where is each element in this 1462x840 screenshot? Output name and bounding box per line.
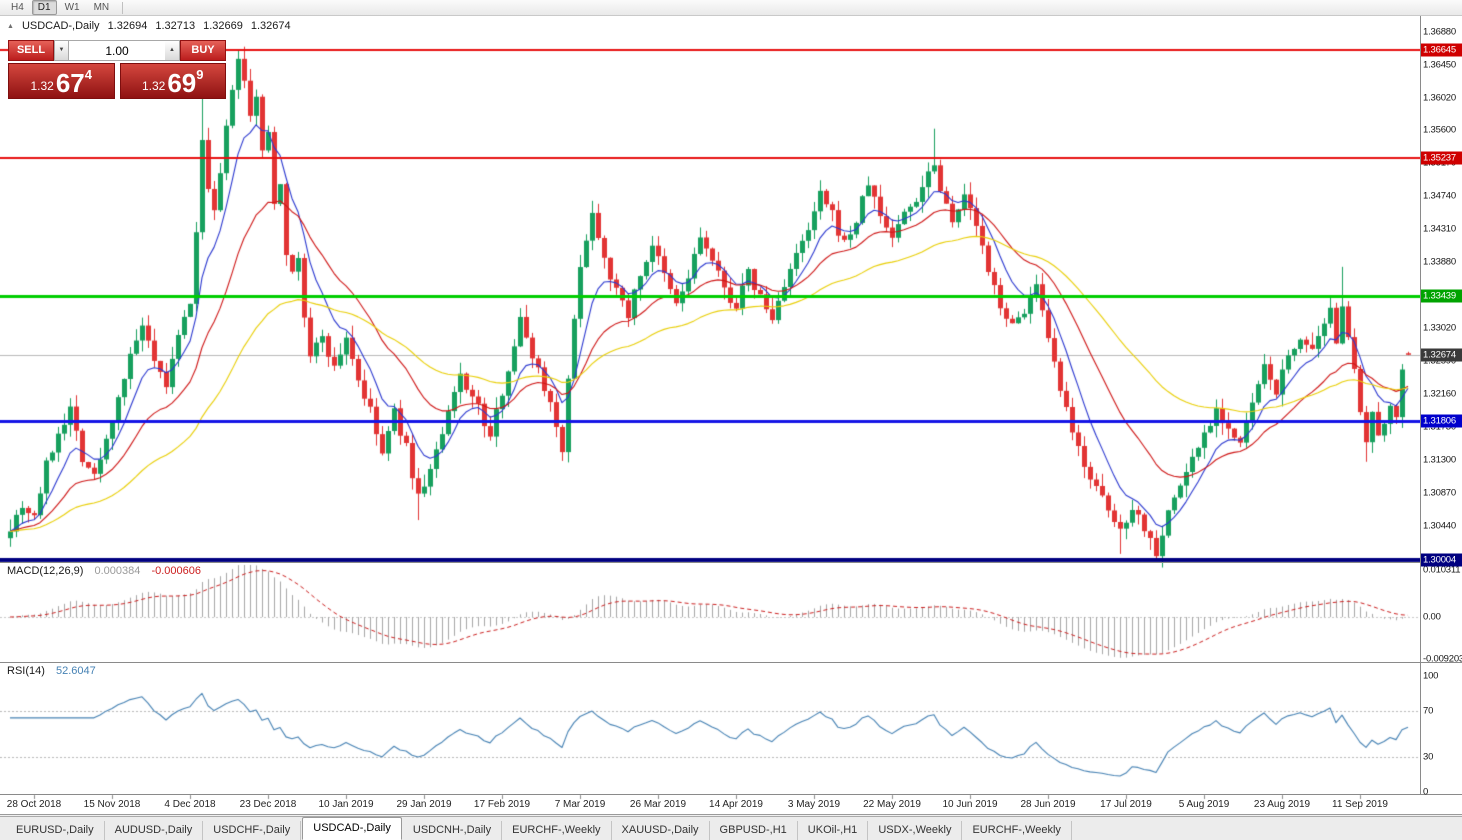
date-axis-label: 7 Mar 2019 <box>554 799 606 810</box>
level-price-badge: 1.33439 <box>1421 289 1462 303</box>
sell-price-main: 67 <box>55 68 85 98</box>
rsi-scale-label: 70 <box>1423 705 1434 717</box>
date-axis-label: 4 Dec 2018 <box>164 799 216 810</box>
price-scale-label: 1.36450 <box>1423 59 1456 71</box>
date-axis-label: 23 Dec 2018 <box>239 799 297 810</box>
macd-scale-label: 0.00 <box>1423 611 1441 623</box>
price-scale-label: 1.31300 <box>1423 454 1456 466</box>
chart-tab-eurusd-daily[interactable]: EURUSD-,Daily <box>6 821 105 840</box>
date-axis-label: 28 Jun 2019 <box>1020 799 1076 810</box>
chart-tab-eurchf-weekly[interactable]: EURCHF-,Weekly <box>502 821 612 840</box>
date-axis-divider <box>0 794 1462 795</box>
date-axis-label: 3 May 2019 <box>787 799 841 810</box>
date-axis-label: 26 Mar 2019 <box>629 799 687 810</box>
quote-high: 1.32713 <box>155 20 196 32</box>
volume-decrease-button[interactable]: ▼ <box>54 40 69 61</box>
period-button-mn[interactable]: MN <box>93 2 110 13</box>
price-scale-label: 1.34310 <box>1423 223 1456 235</box>
toolbar-separator <box>122 1 124 14</box>
rsi-scale-label: 30 <box>1423 751 1434 763</box>
date-axis-label: 10 Jan 2019 <box>318 799 374 810</box>
chart-tab-xauusd-daily[interactable]: XAUUSD-,Daily <box>612 821 710 840</box>
chart-canvas[interactable] <box>0 16 1420 814</box>
one-click-trading-panel: SELL ▼ ▲ BUY 1.32 67 4 1.32 69 9 <box>8 40 226 99</box>
chart-tab-usdchf-daily[interactable]: USDCHF-,Daily <box>203 821 302 840</box>
macd-scale-label: 0.010311 <box>1423 564 1461 576</box>
sell-price-prefix: 1.32 <box>30 79 54 93</box>
buy-price-pip: 9 <box>196 67 204 82</box>
date-axis-label: 17 Jul 2019 <box>1100 799 1152 810</box>
pane-divider-rsi[interactable] <box>0 662 1462 663</box>
buy-price-main: 69 <box>167 68 197 98</box>
price-scale-label: 1.33020 <box>1423 322 1456 334</box>
date-axis-label: 10 Jun 2019 <box>942 799 998 810</box>
price-scale-label: 1.36020 <box>1423 92 1456 104</box>
date-axis-label: 22 May 2019 <box>863 799 921 810</box>
price-scale-label: 1.35600 <box>1423 124 1456 136</box>
macd-scale-label: -0.009203 <box>1423 653 1462 665</box>
date-axis-label: 11 Sep 2019 <box>1332 799 1388 810</box>
quote-open: 1.32694 <box>107 20 148 32</box>
sell-price-pip: 4 <box>84 67 92 82</box>
period-button-d1[interactable]: D1 <box>31 0 57 15</box>
chart-tab-audusd-daily[interactable]: AUDUSD-,Daily <box>105 821 204 840</box>
level-price-badge: 1.30004 <box>1421 553 1462 567</box>
quote-low: 1.32669 <box>203 20 243 32</box>
period-button-h4[interactable]: H4 <box>11 2 24 13</box>
rsi-scale-label: 100 <box>1423 670 1439 682</box>
price-scale-label: 1.33880 <box>1423 256 1456 268</box>
macd-value: 0.000384 <box>94 565 141 577</box>
macd-signal-value: -0.000606 <box>151 565 201 577</box>
chart-window: ▲ USDCAD-,Daily 1.32694 1.32713 1.32669 … <box>0 16 1462 815</box>
collapse-chart-icon[interactable]: ▲ <box>7 22 14 30</box>
date-axis-label: 17 Feb 2019 <box>473 799 531 810</box>
buy-button[interactable]: BUY <box>180 40 226 61</box>
price-scale-divider <box>1420 16 1421 794</box>
chart-tab-gbpusd-h1[interactable]: GBPUSD-,H1 <box>710 821 798 840</box>
price-scale-label: 1.34740 <box>1423 190 1456 202</box>
date-axis-label: 14 Apr 2019 <box>709 799 763 810</box>
price-scale-label: 1.30440 <box>1423 520 1456 532</box>
rsi-value: 52.6047 <box>55 665 96 677</box>
chart-tab-usdcad-daily[interactable]: USDCAD-,Daily <box>302 817 402 840</box>
period-button-w1[interactable]: W1 <box>64 2 80 13</box>
level-price-badge: 1.31806 <box>1421 414 1462 428</box>
volume-increase-button[interactable]: ▲ <box>165 40 180 61</box>
quote-close: 1.32674 <box>250 20 291 32</box>
macd-header: MACD(12,26,9) 0.000384 -0.000606 <box>7 565 201 577</box>
pane-divider-macd[interactable] <box>0 562 1462 563</box>
level-price-badge: 1.35237 <box>1421 151 1462 165</box>
rsi-title: RSI(14) <box>7 665 45 677</box>
date-axis-label: 29 Jan 2019 <box>396 799 452 810</box>
one-click-controls-row: SELL ▼ ▲ BUY <box>8 40 226 61</box>
rsi-scale-label: 0 <box>1423 786 1429 798</box>
date-axis-label: 23 Aug 2019 <box>1253 799 1311 810</box>
level-price-badge: 1.36645 <box>1421 43 1462 57</box>
date-axis-label: 5 Aug 2019 <box>1178 799 1230 810</box>
period-toolbar: H4 D1 W1 MN <box>0 0 1462 16</box>
price-scale-label: 1.30870 <box>1423 487 1456 499</box>
chart-quote-header: ▲ USDCAD-,Daily 1.32694 1.32713 1.32669 … <box>7 20 291 32</box>
current-price-badge: 1.32674 <box>1421 348 1462 362</box>
rsi-header: RSI(14) 52.6047 <box>7 665 96 677</box>
buy-price-prefix: 1.32 <box>141 79 166 93</box>
buy-price-button[interactable]: 1.32 69 9 <box>119 63 226 99</box>
sell-button[interactable]: SELL <box>8 40 54 61</box>
chart-tab-ukoil-h1[interactable]: UKOil-,H1 <box>798 821 869 840</box>
chart-tab-usdx-weekly[interactable]: USDX-,Weekly <box>868 821 963 840</box>
one-click-prices-row: 1.32 67 4 1.32 69 9 <box>8 63 226 99</box>
chart-symbol-title: USDCAD-,Daily <box>21 20 100 32</box>
chart-tab-bar: EURUSD-,Daily AUDUSD-,Daily USDCHF-,Daily U… <box>0 816 1462 840</box>
sell-price-button[interactable]: 1.32 67 4 <box>8 63 115 99</box>
chart-tab-eurchf-weekly[interactable]: EURCHF-,Weekly <box>962 821 1072 840</box>
price-scale-label: 1.36880 <box>1423 26 1456 38</box>
chart-tab-usdcnh-daily[interactable]: USDCNH-,Daily <box>403 821 503 840</box>
date-axis-label: 28 Oct 2018 <box>6 799 62 810</box>
date-axis-label: 15 Nov 2018 <box>83 799 141 810</box>
volume-input[interactable] <box>69 40 165 61</box>
price-scale-label: 1.32160 <box>1423 388 1456 400</box>
macd-title: MACD(12,26,9) <box>7 565 84 577</box>
